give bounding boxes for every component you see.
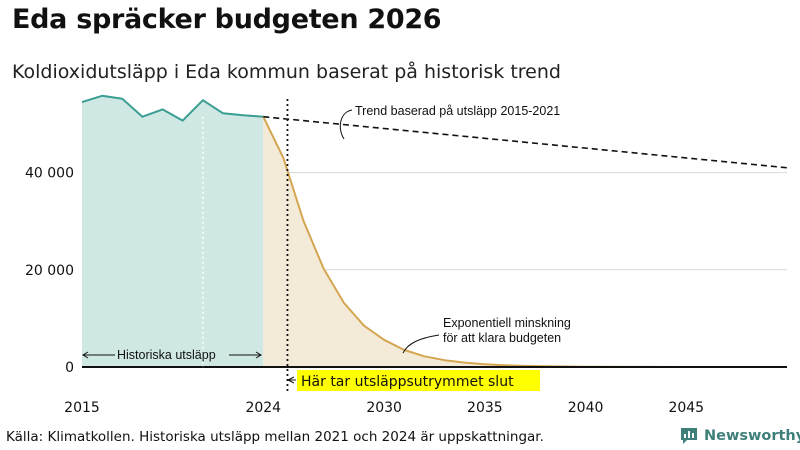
budget-end-highlight bbox=[297, 370, 540, 391]
chart-canvas: 0 20 000 40 000 2015 2024 2030 2035 2040 2045 Tr… bbox=[25, 94, 788, 416]
y-tick-label: 0 bbox=[65, 360, 74, 376]
logo-text: Newsworthy bbox=[704, 428, 800, 444]
historical-line bbox=[81, 94, 264, 122]
area-layer bbox=[82, 95, 787, 368]
exponential-annotation-arrow bbox=[402, 334, 440, 354]
x-tick-label: 2045 bbox=[668, 400, 704, 416]
x-tick-label: 2015 bbox=[64, 400, 100, 416]
x-tick-label: 2040 bbox=[568, 400, 604, 416]
newsworthy-logo: Newsworthy bbox=[679, 425, 800, 447]
historical-arrowhead-left bbox=[82, 351, 89, 359]
budget-area bbox=[263, 116, 787, 367]
x-tick-label: 2030 bbox=[366, 400, 402, 416]
historical-arrowhead-right bbox=[255, 351, 262, 359]
exponential-annotation-line1: Exponentiell minskning bbox=[443, 316, 571, 330]
chart-title: Eda spräcker budgeten 2026 bbox=[12, 4, 442, 35]
line-layer bbox=[81, 94, 788, 368]
x-tick-label: 2035 bbox=[467, 400, 503, 416]
chart-subtitle: Koldioxidutsläpp i Eda kommun baserat på… bbox=[12, 61, 561, 83]
historical-annotation: Historiska utsläpp bbox=[117, 348, 216, 362]
x-tick-label: 2024 bbox=[245, 400, 281, 416]
budget-end-label: Här tar utsläppsutrymmet slut bbox=[301, 374, 514, 390]
trend-annotation-arrow bbox=[339, 109, 353, 140]
trend-annotation: Trend baserad på utsläpp 2015-2021 bbox=[355, 104, 560, 118]
bar-chart-icon bbox=[681, 428, 697, 444]
source-note: Källa: Klimatkollen. Historiska utsläpp … bbox=[6, 429, 544, 445]
marker-layer bbox=[202, 99, 289, 393]
historical-area bbox=[82, 95, 264, 368]
y-tick-label: 40 000 bbox=[25, 166, 74, 182]
tick-layer: 0 20 000 40 000 2015 2024 2030 2035 2040 2045 bbox=[25, 166, 704, 416]
y-tick-label: 20 000 bbox=[25, 263, 74, 279]
trend-line bbox=[263, 115, 788, 169]
exponential-annotation-line2: för att klara budgeten bbox=[443, 331, 561, 345]
